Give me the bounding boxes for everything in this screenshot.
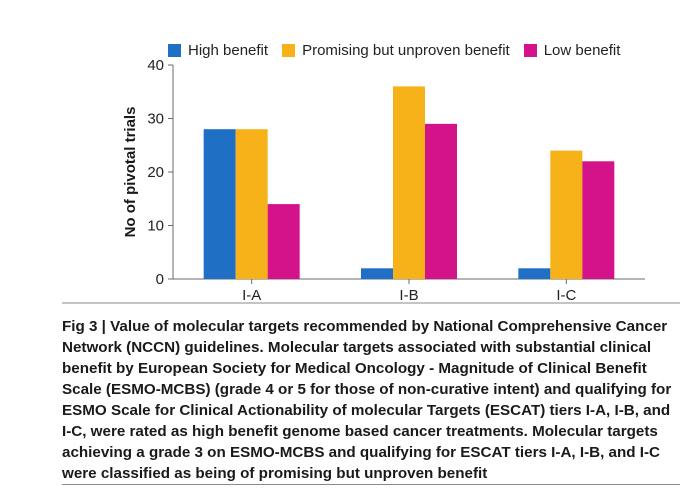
caption-body: Molecular targets associated with substa… (62, 339, 672, 482)
legend-swatch-low-benefit (523, 44, 537, 57)
bar-i-b-series-1 (393, 86, 425, 280)
caption-bottom-rule (62, 484, 680, 485)
bar-chart: 0 10 20 30 40 No of pivotal trials I-A I-B I-C (62, 57, 680, 304)
bar-i-a-series-1 (235, 129, 268, 279)
y-axis-label: No of pivotal trials (122, 107, 139, 238)
legend-label-promising-benefit: Promising but unproven benefit (302, 42, 510, 59)
legend-label-high-benefit: High benefit (188, 42, 269, 59)
legend-item-promising-benefit: Promising but unproven benefit (282, 42, 510, 59)
bar-i-a-series-0 (203, 129, 236, 279)
figure-caption: Fig 3 | Value of molecular targets recom… (62, 316, 674, 484)
caption-lead: Fig 3 | Value of molecular targets recom… (62, 318, 668, 356)
bar-i-a-series-2 (267, 204, 300, 279)
legend-item-low-benefit: Low benefit (523, 42, 621, 59)
bar-i-b-series-0 (361, 268, 393, 279)
legend-label-low-benefit: Low benefit (543, 42, 621, 59)
bar-i-c-series-0 (518, 268, 551, 279)
y-tick-label: 20 (147, 164, 164, 181)
y-tick-label: 0 (156, 271, 164, 288)
y-tick-label: 40 (147, 57, 164, 74)
legend-item-high-benefit: High benefit (168, 42, 268, 59)
x-tick-label: I-B (399, 287, 418, 304)
legend-swatch-promising-benefit (282, 44, 296, 57)
bar-i-c-series-2 (582, 161, 615, 279)
x-tick-label: I-A (242, 287, 261, 304)
y-tick-label: 30 (147, 111, 164, 128)
x-tick-label: I-C (556, 287, 576, 304)
chart-legend: High benefit Promising but unproven bene… (168, 42, 620, 59)
bar-i-b-series-2 (425, 123, 457, 279)
y-tick-label: 10 (147, 218, 164, 235)
legend-swatch-high-benefit (168, 44, 181, 57)
bar-i-c-series-1 (550, 150, 583, 279)
